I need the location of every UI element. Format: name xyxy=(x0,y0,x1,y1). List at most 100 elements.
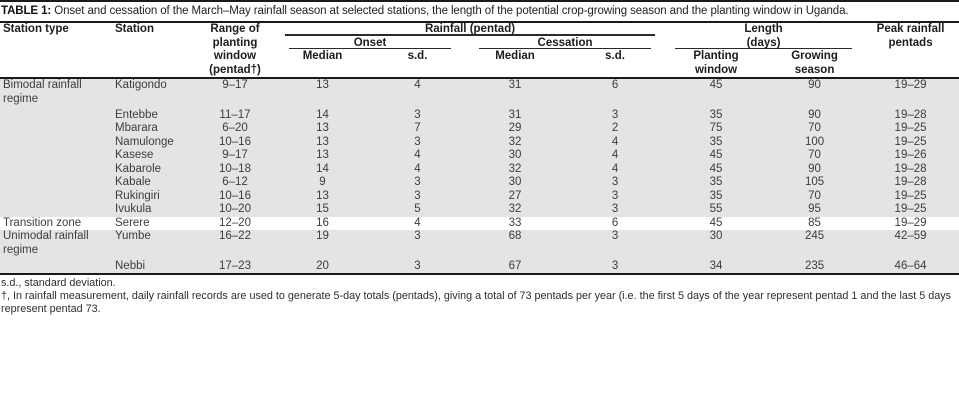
growing-season-cell: 90 xyxy=(808,79,821,91)
onset-sd-cell: 3 xyxy=(414,176,421,188)
table-row: Kasese 9–17 13 4 30 4 45 70 19–26 xyxy=(0,149,959,163)
onset-sd-cell: 3 xyxy=(414,135,421,148)
table-caption-label: TABLE 1: xyxy=(1,5,52,17)
station-cell: Serere xyxy=(115,216,150,229)
station-type-cell: Bimodal rainfall regime xyxy=(3,79,82,105)
onset-median-cell: 14 xyxy=(316,108,329,121)
cessation-sd-cell: 3 xyxy=(611,230,619,242)
table-caption: TABLE 1: Onset and cessation of the Marc… xyxy=(0,0,959,23)
station-cell: Nebbi xyxy=(115,259,146,272)
range-cell: 9–17 xyxy=(222,79,248,91)
onset-sd-cell: 3 xyxy=(414,230,421,242)
growing-season-cell: 245 xyxy=(804,230,825,242)
footnote-dagger: †, In rainfall measurement, daily rainfa… xyxy=(1,290,952,315)
station-cell: Kasese xyxy=(115,149,154,161)
range-cell: 17–23 xyxy=(219,259,251,272)
peak-cell: 19–29 xyxy=(894,216,927,229)
footnotes: s.d., standard deviation. †, In rainfall… xyxy=(0,275,959,316)
station-cell: Entebbe xyxy=(115,108,158,121)
planting-window-cell: 35 xyxy=(709,176,723,188)
table-row: Unimodal rainfall regime Yumbe 16–22 19 3 68 3… xyxy=(0,230,959,260)
cessation-sd-cell: 3 xyxy=(611,259,619,272)
cessation-sd-cell: 3 xyxy=(611,108,619,121)
cessation-median-cell: 33 xyxy=(508,216,522,229)
growing-season-cell: 105 xyxy=(804,176,825,188)
cessation-median-cell: 32 xyxy=(508,162,522,175)
onset-median-cell: 19 xyxy=(316,230,329,242)
cessation-sd-cell: 6 xyxy=(611,216,619,229)
cessation-median-cell: 27 xyxy=(508,189,522,202)
cessation-sd-cell: 2 xyxy=(611,122,619,134)
onset-median-cell: 20 xyxy=(316,259,329,272)
col-header-planting-window: Planting window xyxy=(693,50,739,76)
cessation-median-cell: 67 xyxy=(508,259,522,272)
onset-median-cell: 14 xyxy=(316,162,329,175)
planting-window-cell: 55 xyxy=(709,203,723,215)
range-cell: 12–20 xyxy=(219,216,251,229)
station-cell: Kabale xyxy=(115,176,151,188)
cessation-sd-cell: 4 xyxy=(611,149,619,161)
data-table: Station type Station Range of planting w… xyxy=(0,23,959,275)
onset-median-cell: 13 xyxy=(316,122,329,134)
onset-median-cell: 13 xyxy=(316,189,329,202)
table-row: Rukingiri 10–16 13 3 27 3 35 70 19–25 xyxy=(0,189,959,203)
table-row: Transition zone Serere 12–20 16 4 33 6 45 85 19–2… xyxy=(0,217,959,231)
col-header-station-type: Station type xyxy=(3,23,69,35)
cessation-sd-cell: 4 xyxy=(611,162,619,175)
cessation-sd-cell: 3 xyxy=(611,189,619,202)
peak-cell: 19–26 xyxy=(894,149,927,161)
onset-median-cell: 13 xyxy=(316,79,329,91)
cessation-sd-cell: 3 xyxy=(611,203,619,215)
planting-window-cell: 35 xyxy=(709,108,723,121)
col-header-growing-season: Growing season xyxy=(791,50,838,76)
planting-window-cell: 45 xyxy=(709,149,723,161)
onset-median-cell: 13 xyxy=(316,149,329,161)
range-cell: 11–17 xyxy=(219,108,251,121)
footnote-sd: s.d., standard deviation. xyxy=(1,277,116,289)
growing-season-cell: 70 xyxy=(808,149,821,161)
peak-cell: 19–25 xyxy=(894,122,927,134)
table-row: Mbarara 6–20 13 7 29 2 75 70 19–25 xyxy=(0,122,959,136)
range-cell: 16–22 xyxy=(219,230,251,242)
peak-cell: 19–28 xyxy=(894,176,927,188)
table-row: Kabarole 10–18 14 4 32 4 45 90 19–28 xyxy=(0,162,959,176)
onset-sd-cell: 5 xyxy=(414,203,421,215)
col-header-cessation: Cessation xyxy=(465,37,665,51)
range-cell: 6–12 xyxy=(222,176,248,188)
planting-window-cell: 45 xyxy=(709,162,723,175)
growing-season-cell: 85 xyxy=(808,216,821,229)
onset-sd-cell: 4 xyxy=(414,216,421,229)
range-cell: 10–16 xyxy=(219,135,251,148)
growing-season-cell: 100 xyxy=(804,135,825,148)
peak-cell: 19–25 xyxy=(894,135,927,148)
table-row: Kabale 6–12 9 3 30 3 35 105 19–28 xyxy=(0,176,959,190)
cessation-median-cell: 32 xyxy=(508,203,522,215)
peak-cell: 19–28 xyxy=(894,108,927,121)
cessation-sd-cell: 3 xyxy=(611,176,619,188)
cessation-sd-cell: 6 xyxy=(611,79,619,91)
planting-window-cell: 45 xyxy=(709,216,723,229)
station-cell: Namulonge xyxy=(115,135,174,148)
col-header-station: Station xyxy=(115,23,154,35)
peak-cell: 19–28 xyxy=(894,162,927,175)
table-row: Namulonge 10–16 13 3 32 4 35 100 19–25 xyxy=(0,135,959,149)
col-header-onset-median: Median xyxy=(302,50,343,62)
cessation-median-cell: 32 xyxy=(508,135,522,148)
growing-season-cell: 235 xyxy=(804,259,825,272)
table-body: Bimodal rainfall regime Katigondo 9–17 13 4 3… xyxy=(0,78,959,274)
peak-cell: 42–59 xyxy=(894,230,927,242)
planting-window-cell: 34 xyxy=(709,259,723,272)
onset-sd-cell: 3 xyxy=(414,108,421,121)
onset-median-cell: 16 xyxy=(316,216,329,229)
station-type-cell: Transition zone xyxy=(3,216,82,229)
onset-median-cell: 15 xyxy=(316,203,329,215)
col-header-cessation-sd: s.d. xyxy=(605,50,625,62)
table-row: Ivukula 10–20 15 5 32 3 55 95 19–25 xyxy=(0,203,959,217)
station-cell: Katigondo xyxy=(115,79,167,91)
peak-cell: 19–29 xyxy=(894,79,927,91)
planting-window-cell: 35 xyxy=(709,135,723,148)
cessation-sd-cell: 4 xyxy=(611,135,619,148)
peak-cell: 19–25 xyxy=(894,203,927,215)
range-cell: 10–16 xyxy=(219,189,251,202)
